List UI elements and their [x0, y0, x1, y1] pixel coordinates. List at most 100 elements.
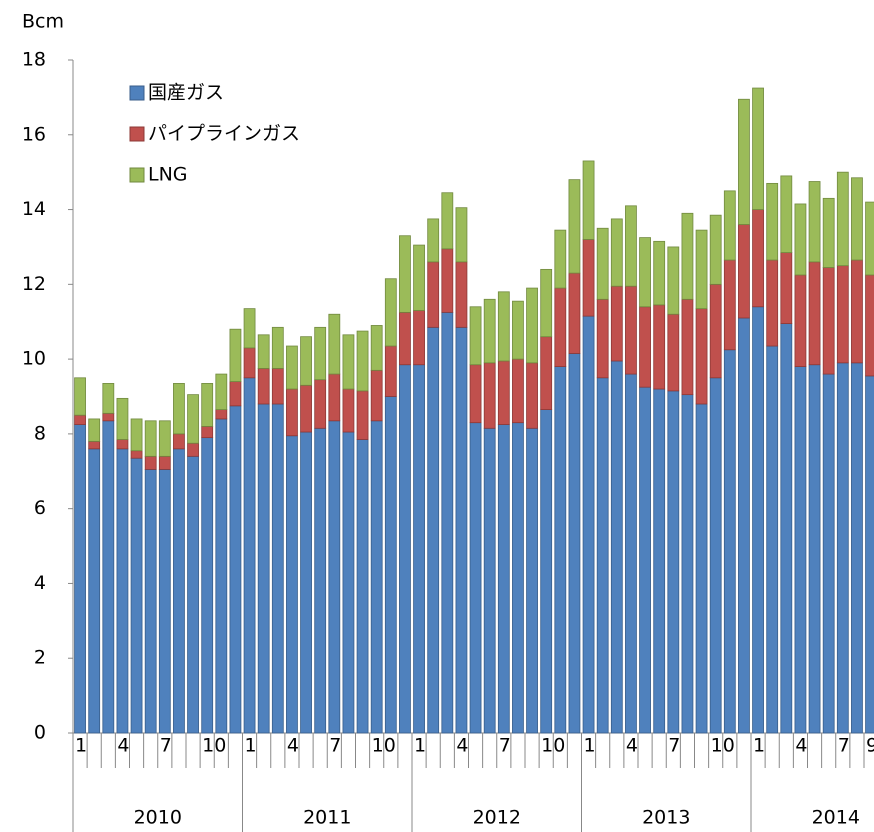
bar-segment — [596, 377, 609, 734]
bar-segment — [384, 396, 397, 734]
bar-segment — [314, 427, 327, 734]
bar-segment — [752, 209, 764, 308]
bar-segment — [271, 368, 284, 405]
bar-segment — [483, 362, 496, 429]
bar-segment — [243, 347, 256, 379]
bar-segment — [257, 368, 270, 405]
bar-segment — [851, 259, 863, 364]
bar-segment — [370, 420, 383, 734]
bar-segment — [766, 345, 779, 734]
bar-segment — [74, 377, 86, 416]
bar-segment — [173, 448, 185, 734]
y-tick-label: 18 — [22, 49, 46, 71]
bar-segment — [215, 409, 228, 420]
bar-segment — [709, 214, 722, 285]
bar-segment — [286, 345, 298, 390]
x-tick-label: 4 — [287, 735, 299, 757]
x-tick-label: 7 — [668, 735, 680, 757]
bar-segment — [158, 455, 171, 470]
bar-segment — [483, 427, 496, 734]
bar-segment — [300, 336, 312, 386]
x-tick-label: 7 — [499, 735, 511, 757]
bar-segment — [836, 171, 849, 267]
bar-segment — [836, 362, 849, 734]
year-label: 2013 — [642, 807, 690, 829]
bar-segment — [723, 190, 736, 261]
x-tick-label: 4 — [456, 735, 468, 757]
bar-segment — [752, 87, 764, 210]
bar-segment — [88, 448, 101, 734]
bar-segment — [695, 308, 708, 405]
bar-segment — [851, 177, 863, 261]
bar-segment — [738, 317, 750, 734]
bar-segment — [582, 315, 595, 734]
bar-segment — [300, 431, 312, 734]
bar-segment — [441, 311, 454, 734]
bar-segment — [554, 366, 567, 734]
bar-segment — [738, 224, 750, 319]
bar-segment — [455, 261, 468, 328]
bar-segment — [497, 291, 510, 362]
bar-segment — [780, 175, 793, 253]
bar-segment — [709, 283, 722, 379]
bar-segment — [356, 439, 369, 734]
bar-segment — [229, 328, 242, 382]
year-label: 2014 — [812, 807, 860, 829]
x-tick-label: 10 — [541, 735, 565, 757]
bar-segment — [709, 377, 722, 734]
bar-segment — [342, 334, 355, 390]
bar-segment — [540, 268, 553, 338]
legend-swatch — [129, 167, 145, 183]
bar-segment — [413, 364, 425, 734]
y-tick-label: 6 — [34, 497, 46, 519]
bar-segment — [865, 201, 874, 276]
bar-segment — [173, 433, 185, 450]
bar-segment — [582, 239, 595, 317]
bar-segment — [865, 375, 874, 734]
x-tick-label: 1 — [753, 735, 765, 757]
legend-label: パイプラインガス — [148, 123, 300, 145]
bar-segment — [512, 358, 524, 424]
bar-segment — [130, 418, 143, 452]
x-tick-label: 4 — [117, 735, 129, 757]
bar-segment — [158, 420, 171, 457]
legend-label: 国産ガス — [148, 82, 224, 104]
y-tick-label: 10 — [22, 348, 46, 370]
bar-segment — [653, 388, 666, 734]
year-label: 2011 — [303, 807, 351, 829]
bar-segment — [851, 362, 863, 734]
bar-segment — [625, 285, 637, 375]
bar-segment — [328, 420, 341, 734]
bar-segment — [808, 364, 821, 734]
bar-segment — [752, 306, 764, 734]
x-tick-label: 10 — [372, 735, 396, 757]
y-tick-label: 0 — [34, 722, 46, 744]
bar-segment — [625, 373, 637, 734]
bar-segment — [201, 437, 214, 734]
bar-segment — [370, 369, 383, 422]
bar-segment — [116, 448, 129, 734]
y-tick-label: 16 — [22, 123, 46, 145]
bar-segment — [158, 469, 171, 734]
bar-segment — [794, 203, 807, 276]
bar-segment — [257, 334, 270, 369]
bar-segment — [384, 278, 397, 347]
legend-swatch — [129, 126, 145, 142]
bar-segment — [554, 229, 567, 289]
legend-swatch — [129, 85, 145, 101]
bar-segment — [328, 373, 341, 422]
bar-segment — [469, 306, 482, 366]
bar-segment — [568, 179, 581, 274]
bar-segment — [130, 457, 143, 734]
bar-segment — [229, 405, 242, 734]
bar-segment — [695, 403, 708, 734]
bar-segment — [356, 330, 369, 392]
bar-segment — [201, 383, 214, 427]
bar-segment — [653, 304, 666, 390]
bar-segment — [526, 287, 538, 364]
bar-segment — [441, 192, 454, 250]
bar-segment — [836, 265, 849, 364]
bar-segment — [865, 274, 874, 377]
bar-segment — [469, 422, 482, 734]
